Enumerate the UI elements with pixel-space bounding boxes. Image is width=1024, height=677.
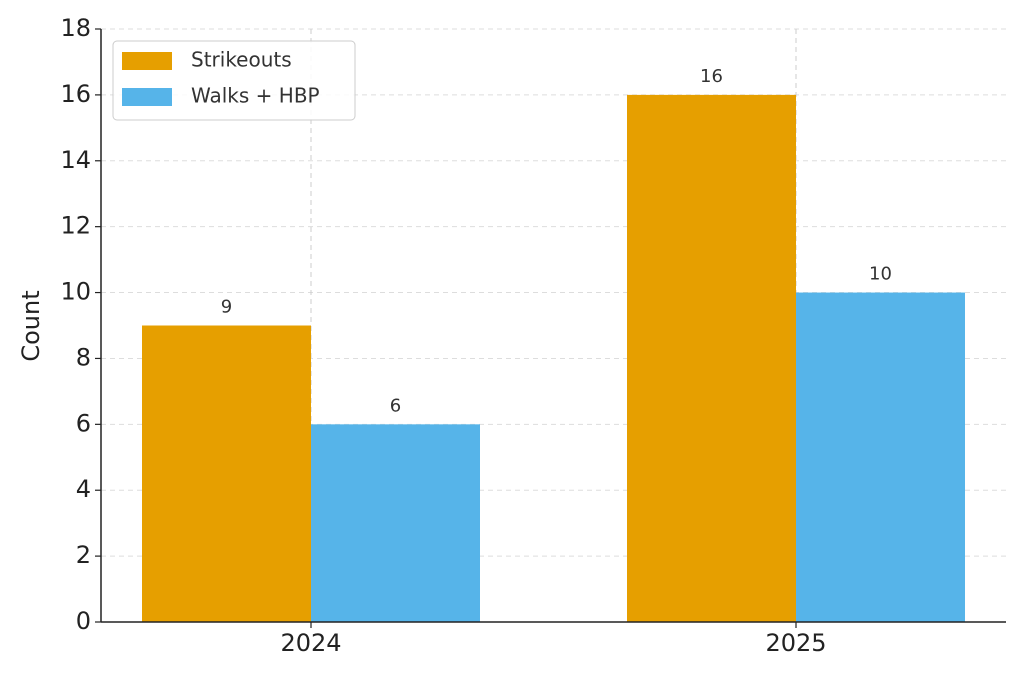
legend-swatch (122, 52, 172, 70)
value-label: 16 (700, 66, 723, 87)
y-tick-label: 12 (60, 212, 91, 240)
value-label: 9 (221, 297, 232, 318)
y-tick-label: 10 (60, 278, 91, 306)
bar (627, 94, 796, 622)
y-axis-label: Count (17, 290, 45, 361)
y-tick-label: 18 (60, 14, 91, 42)
y-tick-label: 4 (76, 475, 91, 503)
y-tick-label: 2 (76, 541, 91, 569)
x-tick-label: 2024 (280, 629, 341, 657)
x-tick-label: 2025 (765, 629, 826, 657)
legend-swatch (122, 88, 172, 106)
bar (311, 424, 480, 622)
bar (142, 325, 311, 622)
legend-label: Strikeouts (191, 48, 292, 72)
value-label: 10 (869, 264, 892, 285)
y-tick-label: 14 (60, 146, 91, 174)
legend-box (112, 40, 356, 121)
y-tick-label: 8 (76, 343, 91, 371)
y-tick-label: 0 (76, 607, 91, 635)
bar (796, 292, 965, 622)
y-tick-label: 6 (76, 409, 91, 437)
y-tick-label: 16 (60, 80, 91, 108)
legend-label: Walks + HBP (191, 84, 320, 108)
value-label: 6 (390, 395, 401, 416)
